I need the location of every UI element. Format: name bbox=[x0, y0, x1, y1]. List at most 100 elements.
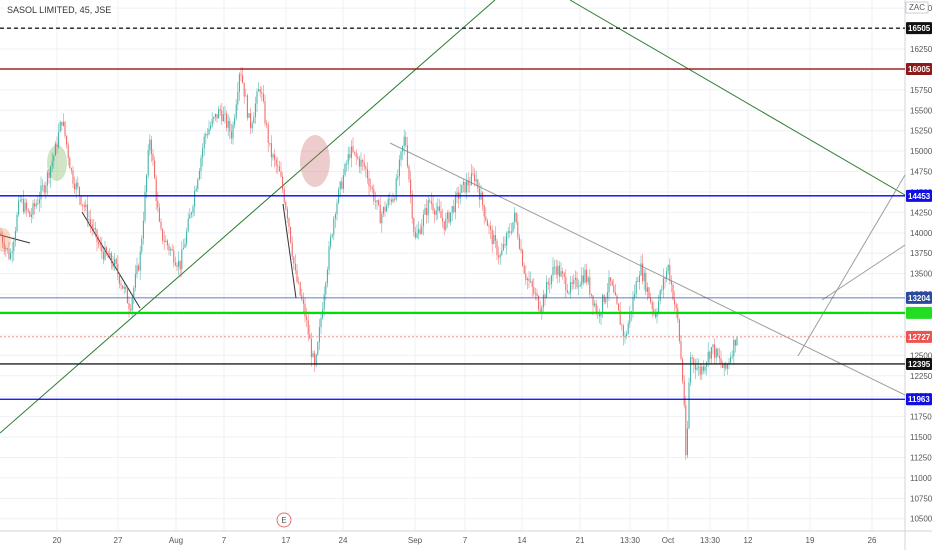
candle-body bbox=[50, 166, 52, 178]
candle-body bbox=[430, 201, 432, 204]
candle-body bbox=[442, 217, 444, 222]
candle-body bbox=[357, 156, 359, 159]
candle-body bbox=[568, 292, 570, 294]
candle-body bbox=[334, 214, 336, 219]
candle-body bbox=[448, 212, 450, 223]
candle-body bbox=[90, 219, 92, 225]
candle-body bbox=[467, 180, 469, 186]
candle-body bbox=[171, 249, 173, 251]
y-tick-label: 14000 bbox=[910, 229, 932, 238]
candle-body bbox=[592, 295, 594, 306]
candle-body bbox=[563, 273, 565, 277]
x-tick-label: 27 bbox=[114, 536, 123, 545]
candle-body bbox=[414, 231, 416, 238]
candle-body bbox=[93, 228, 95, 230]
candle-body bbox=[446, 212, 448, 219]
candle-body bbox=[482, 192, 484, 206]
candle-body bbox=[669, 264, 671, 281]
candle-body bbox=[362, 160, 364, 163]
candle-body bbox=[67, 144, 69, 158]
candle-body bbox=[690, 357, 692, 383]
y-tick-label: 10750 bbox=[910, 494, 932, 503]
candle-body bbox=[286, 209, 288, 219]
candle-body bbox=[130, 309, 132, 311]
candle-body bbox=[710, 347, 712, 359]
candle-body bbox=[555, 266, 557, 275]
candle-body bbox=[432, 203, 434, 211]
candle-body bbox=[422, 214, 424, 227]
candle-body bbox=[643, 272, 645, 282]
candle-body bbox=[488, 225, 490, 227]
candle-body bbox=[230, 131, 232, 139]
candle-body bbox=[64, 121, 66, 136]
candle-body bbox=[144, 191, 146, 221]
candle-body bbox=[318, 327, 320, 343]
level-badge-label: 12395 bbox=[908, 360, 931, 369]
candle-body bbox=[306, 316, 308, 320]
candle-body bbox=[486, 220, 488, 226]
candle-body bbox=[168, 245, 170, 251]
candle-body bbox=[576, 277, 578, 287]
candle-body bbox=[242, 75, 244, 83]
candle-body bbox=[221, 110, 223, 122]
candle-body bbox=[29, 211, 31, 217]
candle-body bbox=[483, 205, 485, 217]
candle-body bbox=[411, 194, 413, 219]
candle-body bbox=[48, 172, 50, 178]
candle-body bbox=[523, 265, 525, 274]
candle-body bbox=[718, 356, 720, 359]
candle-body bbox=[189, 214, 191, 219]
candle-body bbox=[419, 229, 421, 234]
candle-body bbox=[72, 170, 74, 184]
candle-body bbox=[397, 176, 399, 179]
candle-body bbox=[195, 188, 197, 191]
candle-body bbox=[573, 279, 575, 284]
candle-body bbox=[74, 183, 76, 190]
candle-body bbox=[206, 134, 208, 135]
candle-body bbox=[474, 174, 476, 182]
earnings-marker[interactable] bbox=[276, 512, 292, 528]
candle-body bbox=[517, 222, 519, 238]
candle-body bbox=[469, 184, 471, 186]
level-badge-label: 16505 bbox=[908, 24, 931, 33]
candle-body bbox=[435, 210, 437, 215]
y-tick-label: 10500 bbox=[910, 515, 932, 524]
candle-body bbox=[162, 228, 164, 241]
candle-body bbox=[533, 287, 535, 294]
candle-body bbox=[328, 246, 330, 270]
candle-body bbox=[182, 247, 184, 250]
trendline-descending-upper bbox=[569, 0, 906, 196]
candle-body bbox=[208, 128, 210, 135]
candle-body bbox=[310, 338, 312, 358]
candle-body bbox=[598, 311, 600, 317]
candle-body bbox=[99, 244, 101, 246]
candle-body bbox=[237, 91, 239, 105]
candle-body bbox=[472, 173, 474, 175]
y-tick-label: 13500 bbox=[910, 270, 932, 279]
candle-body bbox=[142, 220, 144, 239]
candle-body bbox=[94, 228, 96, 230]
candle-body bbox=[525, 273, 527, 281]
candle-body bbox=[429, 200, 431, 202]
candle-body bbox=[290, 227, 292, 243]
candle-body bbox=[226, 113, 228, 128]
candle-body bbox=[222, 114, 224, 122]
candle-body bbox=[75, 182, 77, 190]
candle-body bbox=[10, 253, 12, 259]
candle-body bbox=[378, 200, 380, 205]
candle-body bbox=[122, 285, 124, 289]
candle-body bbox=[179, 260, 181, 270]
candle-body bbox=[670, 280, 672, 285]
candle-body bbox=[37, 203, 39, 205]
candle-body bbox=[34, 203, 36, 207]
candle-body bbox=[229, 121, 231, 132]
candle-body bbox=[13, 241, 15, 252]
candle-body bbox=[734, 339, 736, 346]
candle-body bbox=[174, 262, 176, 266]
candle-body bbox=[518, 237, 520, 249]
candle-body bbox=[379, 204, 381, 224]
candle-body bbox=[506, 233, 508, 246]
candle-body bbox=[163, 240, 165, 242]
candle-body bbox=[456, 192, 458, 195]
